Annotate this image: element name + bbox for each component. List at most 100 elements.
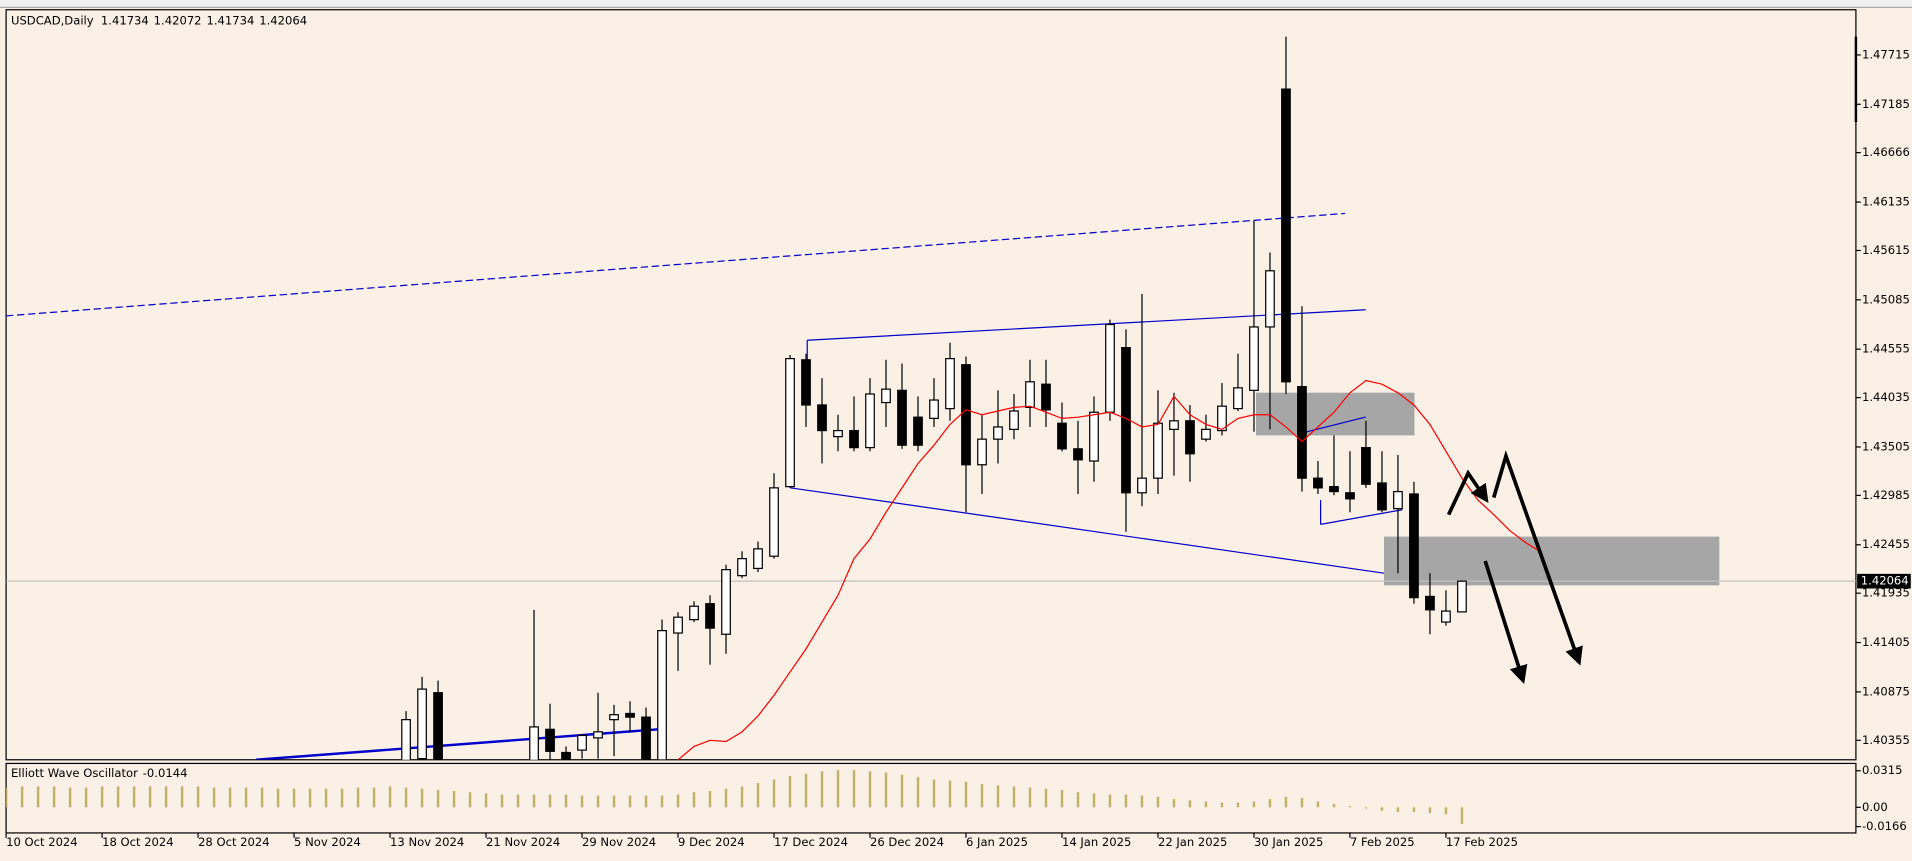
y-tick-label: 1.47715 (1862, 47, 1910, 61)
oscillator-bar (452, 791, 456, 808)
trend-line (255, 728, 659, 760)
trend-line (790, 487, 1385, 574)
oscillator-bar (20, 786, 24, 808)
oscillator-header: Elliott Wave Oscillator -0.0144 (11, 766, 187, 780)
candle-body (705, 603, 715, 629)
oscillator-bar (724, 788, 728, 808)
y-tick-label: 1.45615 (1862, 243, 1910, 257)
oscillator-bar (420, 788, 424, 808)
oscillator-bar (532, 794, 536, 808)
candle-body (1265, 270, 1275, 328)
candle-body (817, 404, 827, 432)
oscillator-bar (772, 779, 776, 808)
oscillator-bar (1028, 787, 1032, 808)
y-tick-label: 1.42455 (1862, 537, 1910, 551)
oscillator-bar (836, 770, 840, 808)
candle-body (1329, 486, 1339, 493)
candle-body (737, 558, 747, 577)
oscillator-bar (324, 788, 328, 808)
oscillator-title: Elliott Wave Oscillator (11, 766, 138, 780)
candle-body (865, 393, 875, 449)
candles (6, 36, 1856, 760)
candle-body (913, 416, 923, 446)
candle-body (1233, 387, 1243, 410)
candle-body (1009, 410, 1019, 430)
y-tick-label: 1.44555 (1862, 342, 1910, 356)
oscillator-bar (1188, 800, 1192, 808)
trend-line (1320, 509, 1403, 526)
candle-body (1249, 326, 1259, 391)
oscillator-bar (580, 795, 584, 808)
y-tick-label: -0.0166 (1862, 819, 1907, 833)
y-tick-label: 1.41405 (1862, 635, 1910, 649)
zone (1255, 392, 1415, 436)
oscillator-bar (1060, 789, 1064, 808)
x-tick-label: 18 Oct 2024 (102, 835, 174, 849)
candle-body (1153, 422, 1163, 479)
oscillator-bar (228, 787, 232, 808)
oscillator-bar (1044, 788, 1048, 808)
arrows (1446, 450, 1583, 684)
x-tick-label: 29 Nov 2024 (582, 835, 656, 849)
oscillator-bar (756, 782, 760, 808)
candle-body (1377, 482, 1387, 511)
candle-body (689, 605, 699, 621)
oscillator-bar (1364, 807, 1368, 809)
moving-average (677, 379, 1543, 760)
oscillator-bar (1284, 796, 1288, 808)
oscillator-bar (436, 789, 440, 808)
y-tick-label: 1.42985 (1862, 488, 1910, 502)
oscillator-bar (548, 794, 552, 808)
oscillator-bar (916, 777, 920, 808)
oscillator-bar (68, 787, 72, 808)
candle-body (577, 734, 587, 751)
candle-body (1057, 422, 1067, 450)
candle-body (769, 487, 779, 557)
candle-body (1041, 383, 1051, 411)
oscillator-bar (868, 771, 872, 808)
oscillator-bar (1220, 802, 1224, 808)
x-tick-label: 5 Nov 2024 (294, 835, 361, 849)
candle-body (1409, 493, 1419, 599)
x-tick-label: 9 Dec 2024 (678, 835, 745, 849)
candle-body (881, 388, 891, 404)
oscillator-bar (1316, 801, 1320, 808)
close-value: 1.42064 (259, 13, 307, 27)
x-tick-label: 26 Dec 2024 (870, 835, 944, 849)
oscillator-bar (148, 786, 152, 808)
candle-body (753, 548, 763, 570)
candle-body (561, 751, 571, 760)
candle-body (545, 728, 555, 752)
oscillator-bar (708, 791, 712, 808)
y-tick-label: 1.40355 (1862, 733, 1910, 747)
oscillator-bar (900, 774, 904, 808)
candle-body (1217, 405, 1227, 432)
x-tick-label: 28 Oct 2024 (198, 835, 270, 849)
candle-body (657, 630, 667, 760)
chart-header: USDCAD,Daily 1.41734 1.42072 1.41734 1.42064 (11, 13, 307, 27)
y-tick-label: 1.43505 (1862, 439, 1910, 453)
candle-body (849, 429, 859, 449)
candle-body (401, 719, 411, 760)
candle-body (721, 569, 731, 635)
candle-body (1025, 381, 1035, 409)
candle-body (1345, 492, 1355, 500)
oscillator-bar (244, 787, 248, 808)
y-tick-label: 1.40875 (1862, 684, 1910, 698)
zone (1384, 536, 1720, 586)
oscillator-bar (804, 773, 808, 808)
oscillator-bar (1140, 795, 1144, 808)
candle-body (993, 426, 1003, 440)
candle-body (1393, 490, 1403, 510)
y-tick-label: 1.46666 (1862, 145, 1910, 159)
x-tick-label: 17 Dec 2024 (774, 835, 848, 849)
candle-body (1281, 88, 1291, 383)
x-tick-label: 22 Jan 2025 (1158, 835, 1227, 849)
oscillator-bar (1396, 807, 1400, 812)
oscillator-bar (132, 786, 136, 808)
y-tick-label: 0.00 (1862, 800, 1888, 814)
current-price-label: 1.42064 (1861, 574, 1909, 588)
y-tick-label: 0.0315 (1862, 763, 1903, 777)
